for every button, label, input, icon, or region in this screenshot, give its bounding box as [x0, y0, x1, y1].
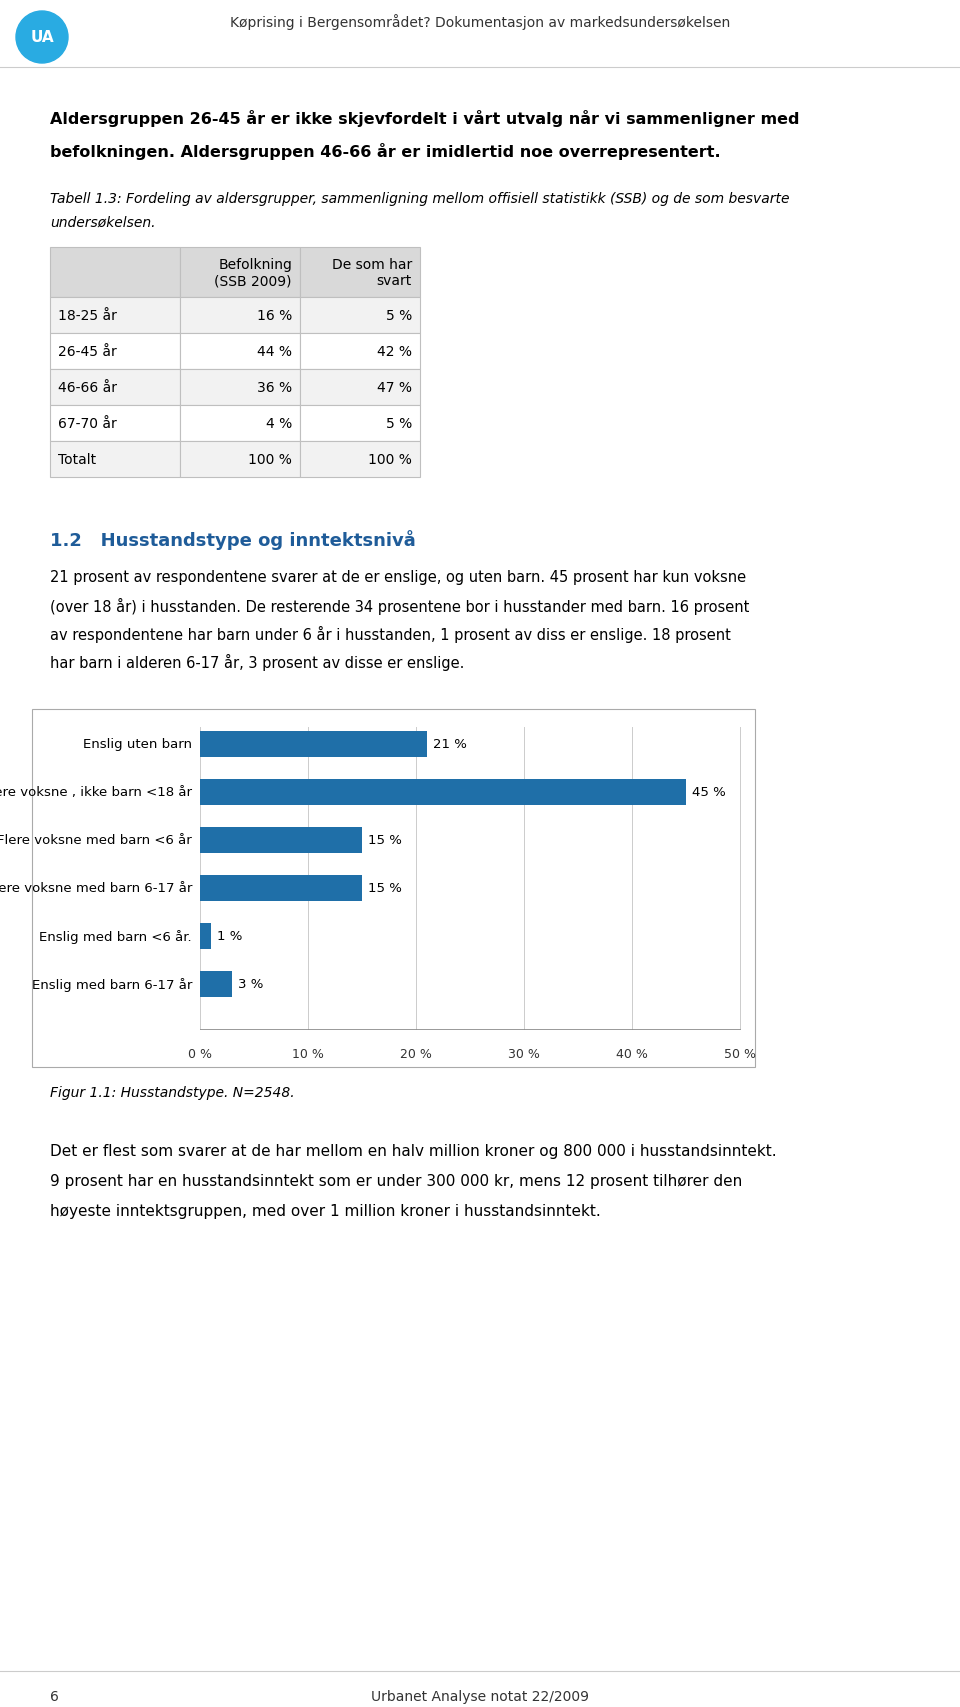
Text: 30 %: 30 %: [508, 1048, 540, 1060]
FancyBboxPatch shape: [180, 248, 300, 297]
Text: 0 %: 0 %: [188, 1048, 212, 1060]
Text: 18-25 år: 18-25 år: [58, 309, 117, 323]
FancyBboxPatch shape: [200, 971, 232, 997]
Text: 1.2   Husstandstype og inntektsnivå: 1.2 Husstandstype og inntektsnivå: [50, 529, 416, 550]
Text: 4 %: 4 %: [266, 417, 292, 430]
FancyBboxPatch shape: [50, 248, 180, 297]
Text: 44 %: 44 %: [257, 345, 292, 358]
Text: 100 %: 100 %: [368, 452, 412, 466]
Text: har barn i alderen 6-17 år, 3 prosent av disse er enslige.: har barn i alderen 6-17 år, 3 prosent av…: [50, 654, 465, 671]
Text: Enslig med barn <6 år.: Enslig med barn <6 år.: [39, 930, 192, 944]
Text: Flere voksne , ikke barn <18 år: Flere voksne , ikke barn <18 år: [0, 785, 192, 799]
Text: Totalt: Totalt: [58, 452, 96, 466]
Text: De som har
svart: De som har svart: [332, 258, 412, 288]
FancyBboxPatch shape: [50, 297, 180, 335]
Text: 26-45 år: 26-45 år: [58, 345, 117, 358]
Text: 20 %: 20 %: [400, 1048, 432, 1060]
Text: høyeste inntektsgruppen, med over 1 million kroner i husstandsinntekt.: høyeste inntektsgruppen, med over 1 mill…: [50, 1203, 601, 1219]
FancyBboxPatch shape: [50, 335, 180, 370]
Text: Flere voksne med barn 6-17 år: Flere voksne med barn 6-17 år: [0, 883, 192, 894]
Text: Aldersgruppen 26-45 år er ikke skjevfordelt i vårt utvalg når vi sammenligner me: Aldersgruppen 26-45 år er ikke skjevford…: [50, 109, 800, 126]
Text: av respondentene har barn under 6 år i husstanden, 1 prosent av diss er enslige.: av respondentene har barn under 6 år i h…: [50, 626, 731, 642]
Text: 15 %: 15 %: [368, 883, 402, 894]
Text: 3 %: 3 %: [238, 978, 264, 992]
Text: 42 %: 42 %: [377, 345, 412, 358]
Text: befolkningen. Aldersgruppen 46-66 år er imidlertid noe overrepresentert.: befolkningen. Aldersgruppen 46-66 år er …: [50, 143, 721, 160]
Text: 5 %: 5 %: [386, 417, 412, 430]
Circle shape: [16, 12, 68, 63]
FancyBboxPatch shape: [180, 297, 300, 335]
Text: Figur 1.1: Husstandstype. N=2548.: Figur 1.1: Husstandstype. N=2548.: [50, 1086, 295, 1099]
FancyBboxPatch shape: [32, 710, 755, 1067]
FancyBboxPatch shape: [200, 732, 427, 758]
Text: Flere voksne med barn <6 år: Flere voksne med barn <6 år: [0, 835, 192, 847]
FancyBboxPatch shape: [300, 406, 420, 442]
Text: 40 %: 40 %: [616, 1048, 648, 1060]
FancyBboxPatch shape: [200, 876, 362, 901]
Text: 15 %: 15 %: [368, 835, 402, 847]
Text: 1 %: 1 %: [217, 930, 242, 942]
Text: undersøkelsen.: undersøkelsen.: [50, 215, 156, 230]
Text: Befolkning
(SSB 2009): Befolkning (SSB 2009): [214, 258, 292, 288]
Text: Urbanet Analyse notat 22/2009: Urbanet Analyse notat 22/2009: [371, 1688, 589, 1704]
FancyBboxPatch shape: [180, 370, 300, 406]
Text: UA: UA: [30, 31, 54, 46]
Text: 46-66 år: 46-66 år: [58, 381, 117, 394]
Text: 21 %: 21 %: [433, 737, 467, 751]
Text: 100 %: 100 %: [248, 452, 292, 466]
Text: (over 18 år) i husstanden. De resterende 34 prosentene bor i husstander med barn: (over 18 år) i husstanden. De resterende…: [50, 597, 750, 615]
FancyBboxPatch shape: [300, 442, 420, 478]
Text: Tabell 1.3: Fordeling av aldersgrupper, sammenligning mellom offisiell statistik: Tabell 1.3: Fordeling av aldersgrupper, …: [50, 191, 789, 207]
Text: 10 %: 10 %: [292, 1048, 324, 1060]
FancyBboxPatch shape: [50, 442, 180, 478]
Text: Det er flest som svarer at de har mellom en halv million kroner og 800 000 i hus: Det er flest som svarer at de har mellom…: [50, 1144, 777, 1159]
FancyBboxPatch shape: [180, 406, 300, 442]
Text: 67-70 år: 67-70 år: [58, 417, 117, 430]
Text: 21 prosent av respondentene svarer at de er enslige, og uten barn. 45 prosent ha: 21 prosent av respondentene svarer at de…: [50, 570, 746, 586]
Text: 9 prosent har en husstandsinntekt som er under 300 000 kr, mens 12 prosent tilhø: 9 prosent har en husstandsinntekt som er…: [50, 1173, 742, 1188]
Text: Enslig med barn 6-17 år: Enslig med barn 6-17 år: [32, 978, 192, 992]
FancyBboxPatch shape: [180, 335, 300, 370]
Text: 50 %: 50 %: [724, 1048, 756, 1060]
FancyBboxPatch shape: [50, 406, 180, 442]
FancyBboxPatch shape: [200, 780, 686, 806]
Text: 5 %: 5 %: [386, 309, 412, 323]
Text: 16 %: 16 %: [256, 309, 292, 323]
FancyBboxPatch shape: [50, 370, 180, 406]
FancyBboxPatch shape: [300, 248, 420, 297]
Text: 6: 6: [50, 1688, 59, 1704]
FancyBboxPatch shape: [200, 828, 362, 854]
Text: Køprising i Bergensområdet? Dokumentasjon av markedsundersøkelsen: Køprising i Bergensområdet? Dokumentasjo…: [229, 14, 731, 31]
FancyBboxPatch shape: [300, 335, 420, 370]
Text: 36 %: 36 %: [257, 381, 292, 394]
Text: 45 %: 45 %: [692, 785, 726, 799]
FancyBboxPatch shape: [300, 370, 420, 406]
Text: 47 %: 47 %: [377, 381, 412, 394]
FancyBboxPatch shape: [300, 297, 420, 335]
FancyBboxPatch shape: [180, 442, 300, 478]
FancyBboxPatch shape: [200, 923, 211, 949]
Text: Enslig uten barn: Enslig uten barn: [83, 737, 192, 751]
